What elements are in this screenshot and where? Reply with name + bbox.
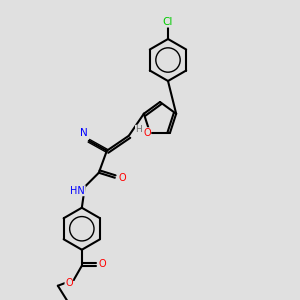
Text: O: O bbox=[98, 259, 106, 269]
Text: Cl: Cl bbox=[163, 17, 173, 27]
Text: N: N bbox=[80, 128, 88, 138]
Text: O: O bbox=[118, 173, 126, 183]
Text: O: O bbox=[65, 278, 73, 288]
Text: HN: HN bbox=[70, 186, 85, 196]
Text: O: O bbox=[143, 128, 151, 138]
Text: H: H bbox=[136, 125, 142, 134]
